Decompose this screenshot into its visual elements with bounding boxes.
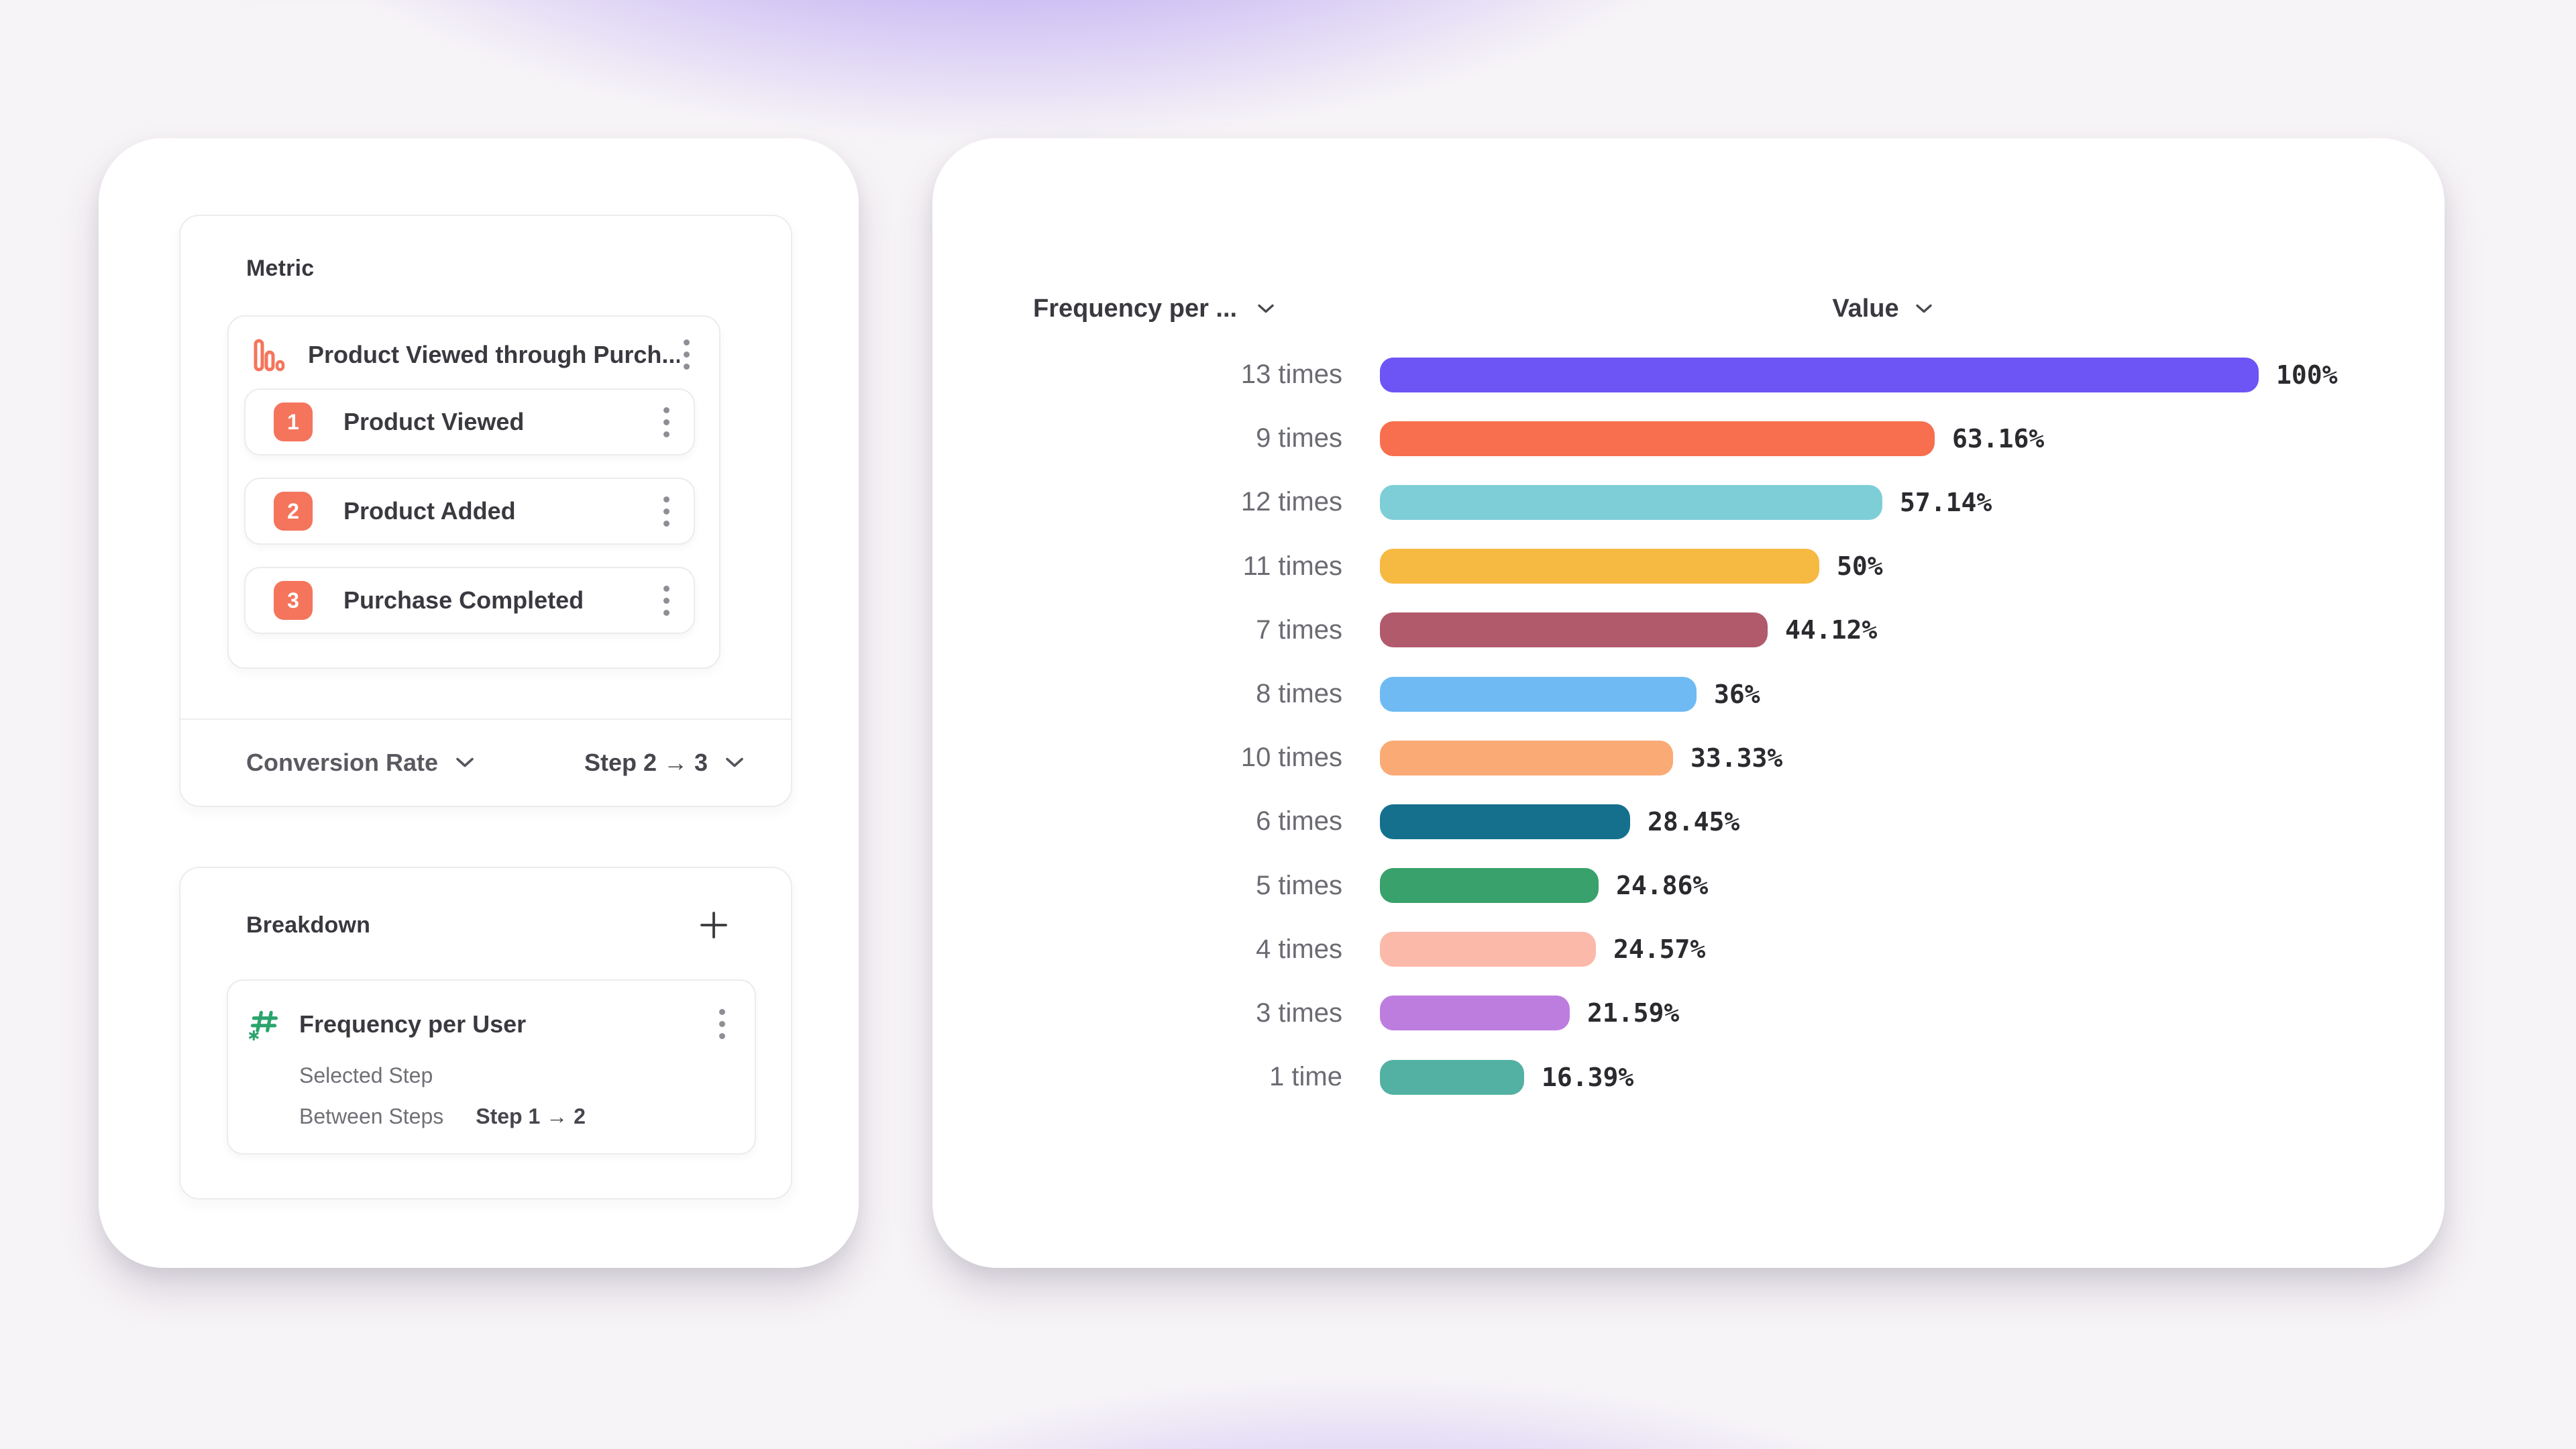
bar-category-label: 5 times [1256, 870, 1342, 900]
metric-footer-divider [180, 718, 791, 720]
metric-panel: Metric Product Viewed through Purch... 1… [179, 215, 792, 807]
kebab-menu-icon[interactable] [659, 402, 674, 443]
bar[interactable] [1380, 868, 1599, 904]
bar-category-label: 11 times [1242, 551, 1342, 581]
breakdown-between-steps-row: Between Steps Step 1 → 2 [299, 1104, 729, 1129]
conversion-rate-label: Conversion Rate [246, 748, 439, 776]
funnel-step[interactable]: 3 Purchase Completed [244, 567, 695, 634]
bar-value-label: 24.86% [1616, 871, 1709, 901]
between-steps-value[interactable]: Step 1 → 2 [476, 1104, 586, 1128]
funnel-step[interactable]: 1 Product Viewed [244, 388, 695, 455]
breakdown-selected-step-row: Selected Step [299, 1063, 729, 1088]
step-label: Purchase Completed [343, 586, 584, 614]
chart-row: 4 times 24.57% [932, 918, 2445, 981]
bar[interactable] [1380, 996, 1570, 1031]
bar-category-label: 4 times [1256, 934, 1342, 964]
value-column-label: Value [1832, 294, 1899, 323]
funnel-header[interactable]: Product Viewed through Purch... [229, 317, 719, 388]
breakdown-chart-card: Frequency per ... Value 13 times 100% 9 ti… [932, 138, 2445, 1268]
bar-value-label: 36% [1714, 679, 1760, 709]
breakdown-item-title: Frequency per User [299, 1010, 527, 1038]
chart-row: 3 times 21.59% [932, 981, 2445, 1045]
step-number-badge: 2 [274, 492, 313, 531]
bar[interactable] [1380, 612, 1768, 648]
bar-category-label: 7 times [1256, 614, 1342, 645]
bar-value-label: 33.33% [1690, 743, 1783, 773]
bar-value-label: 50% [1837, 551, 1883, 582]
chart-row: 1 time 16.39% [932, 1045, 2445, 1109]
chart-row: 13 times 100% [932, 343, 2445, 407]
frequency-column-label: Frequency per ... [1033, 294, 1238, 323]
kebab-menu-icon[interactable] [659, 580, 674, 621]
kebab-menu-icon[interactable] [659, 491, 674, 532]
kebab-menu-icon[interactable] [715, 1004, 729, 1044]
bar-category-label: 3 times [1256, 998, 1342, 1028]
chart-row: 7 times 44.12% [932, 598, 2445, 662]
step-number-badge: 1 [274, 402, 313, 441]
value-column-header[interactable]: Value [1782, 291, 1983, 326]
bar[interactable] [1380, 484, 1882, 520]
bar[interactable] [1380, 932, 1596, 967]
bar-category-label: 9 times [1256, 423, 1342, 453]
step-range-dropdown[interactable]: Step 2 → 3 [584, 749, 744, 777]
bar-value-label: 100% [2276, 360, 2338, 390]
bar-category-label: 8 times [1256, 679, 1342, 709]
bar-chart: 13 times 100% 9 times 63.16% 12 times 57.14% 1… [932, 343, 2445, 1109]
metric-section-title: Metric [246, 256, 315, 281]
chart-row: 11 times 50% [932, 535, 2445, 598]
breakdown-section-title: Breakdown [246, 912, 371, 938]
bar-category-label: 12 times [1240, 487, 1342, 517]
chart-row: 12 times 57.14% [932, 470, 2445, 534]
funnel-step[interactable]: 2 Product Added [244, 478, 695, 545]
numeric-breakdown-icon [248, 1008, 280, 1040]
chart-row: 5 times 24.86% [932, 854, 2445, 918]
bar[interactable] [1380, 740, 1673, 775]
chart-row: 8 times 36% [932, 662, 2445, 726]
conversion-rate-dropdown[interactable]: Conversion Rate [246, 749, 474, 777]
selected-step-label: Selected Step [299, 1063, 433, 1087]
bar-value-label: 63.16% [1952, 423, 2045, 453]
kebab-menu-icon[interactable] [680, 334, 694, 375]
chart-row: 6 times 28.45% [932, 790, 2445, 853]
bar[interactable] [1380, 357, 2259, 392]
chart-row: 9 times 63.16% [932, 407, 2445, 470]
bar-value-label: 21.59% [1587, 998, 1680, 1028]
bar-category-label: 13 times [1240, 360, 1342, 390]
step-label: Product Viewed [343, 408, 525, 435]
bar-category-label: 1 time [1269, 1062, 1342, 1092]
funnel-chart-icon [250, 337, 285, 372]
chevron-down-icon [1915, 303, 1933, 314]
bar[interactable] [1380, 804, 1630, 839]
frequency-column-header[interactable]: Frequency per ... [1033, 291, 1275, 326]
chevron-down-icon [725, 757, 744, 768]
query-builder-card: Metric Product Viewed through Purch... 1… [99, 138, 859, 1268]
step-label: Product Added [343, 497, 516, 525]
breakdown-panel: Breakdown [179, 867, 792, 1199]
bar-category-label: 6 times [1256, 806, 1342, 837]
funnel-steps-list: 1 Product Viewed 2 Product Added 3 Purchase C… [229, 388, 719, 634]
bar-value-label: 16.39% [1542, 1062, 1634, 1092]
bar[interactable] [1380, 676, 1697, 712]
bar-value-label: 44.12% [1785, 615, 1878, 645]
chevron-down-icon [455, 757, 474, 768]
bar-value-label: 24.57% [1613, 934, 1706, 965]
bar-value-label: 57.14% [1900, 487, 1992, 517]
step-range-label: Step 2 → 3 [584, 748, 708, 776]
bar[interactable] [1380, 1059, 1524, 1095]
bar[interactable] [1380, 549, 1819, 584]
chart-table-header: Frequency per ... Value [932, 291, 2445, 326]
between-steps-label: Between Steps [299, 1104, 444, 1128]
bar-category-label: 10 times [1240, 743, 1342, 773]
breakdown-item-card[interactable]: Frequency per User Selected Step Between… [227, 979, 756, 1155]
metric-footer: Conversion Rate Step 2 → 3 [180, 720, 791, 805]
bar[interactable] [1380, 421, 1935, 456]
add-breakdown-button plus-icon[interactable] [698, 910, 729, 941]
funnel-metric-box[interactable]: Product Viewed through Purch... 1 Product… [227, 315, 720, 669]
chart-row: 10 times 33.33% [932, 726, 2445, 790]
bar-value-label: 28.45% [1648, 806, 1740, 837]
funnel-title: Product Viewed through Purch... [308, 340, 680, 368]
step-number-badge: 3 [274, 581, 313, 620]
chevron-down-icon [1257, 303, 1275, 314]
